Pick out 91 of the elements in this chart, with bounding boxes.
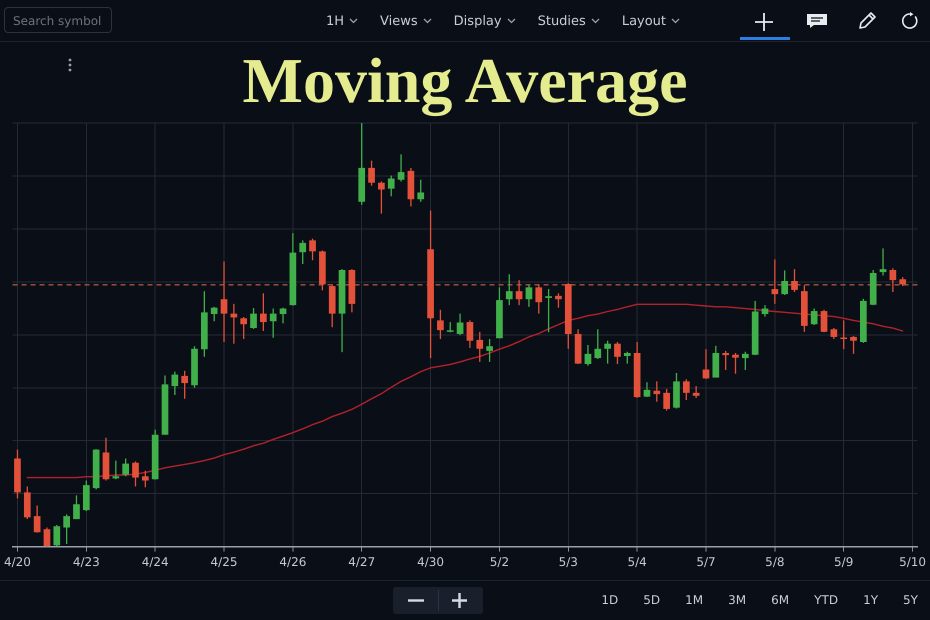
- candlestick: [624, 351, 631, 364]
- candlestick: [791, 268, 798, 293]
- candlestick: [368, 160, 375, 186]
- dropdown-menu: 1H: [326, 14, 358, 28]
- dropdown-menu: Studies: [538, 14, 600, 28]
- dropdown-menu: Layout: [622, 14, 680, 28]
- candlestick: [132, 460, 139, 488]
- candlestick: [299, 240, 306, 265]
- period-label: 1D: [601, 593, 618, 607]
- candlestick: [181, 370, 188, 400]
- candlestick: [732, 352, 739, 374]
- candlestick: [309, 238, 316, 261]
- candlestick: [526, 284, 532, 308]
- candlestick: [840, 320, 848, 350]
- x-tick-label: 4/23: [72, 554, 100, 569]
- candlestick: [142, 470, 149, 488]
- candlestick: [614, 341, 621, 365]
- candlestick: [44, 526, 50, 548]
- candlestick: [742, 351, 749, 371]
- period-label: 1M: [685, 593, 704, 607]
- candlestick: [810, 308, 818, 326]
- period-label: YTD: [814, 593, 838, 607]
- candlestick: [506, 274, 513, 306]
- candlestick: [378, 180, 385, 214]
- x-tick-label: 5/4: [627, 554, 647, 569]
- x-tick-label: 4/24: [142, 554, 169, 569]
- candlestick: [722, 350, 729, 371]
- period-label: 5D: [643, 593, 660, 607]
- candlestick: [280, 307, 286, 324]
- x-tick-label: 5/9: [834, 554, 854, 569]
- candlestick: [63, 514, 70, 545]
- period-label: 5Y: [903, 593, 918, 607]
- x-tick-label: 5/8: [765, 554, 784, 569]
- x-tick-label: 5/3: [558, 554, 578, 569]
- candlestick: [830, 327, 838, 340]
- candlestick: [476, 331, 484, 363]
- x-tick-label: 5/10: [899, 554, 926, 569]
- candlestick: [210, 306, 218, 322]
- candlestick: [34, 504, 40, 534]
- x-tick-label: 4/25: [210, 554, 238, 569]
- candlestick: [270, 308, 277, 338]
- candlestick: [771, 258, 778, 305]
- candlestick: [762, 304, 768, 318]
- candlestick: [112, 460, 120, 480]
- x-tick-label: 4/27: [348, 554, 376, 569]
- period-label: 1Y: [863, 593, 878, 607]
- candlestick: [663, 388, 670, 412]
- candlestick: [692, 385, 700, 399]
- candlestick: [516, 280, 522, 306]
- period-label: 3M: [728, 593, 746, 607]
- x-tick-label: 4/30: [417, 554, 444, 569]
- candlestick: [781, 270, 788, 296]
- candlestick: [220, 260, 228, 343]
- candlestick: [240, 316, 248, 340]
- x-tick-label: 5/2: [490, 554, 510, 569]
- candlestick: [171, 371, 178, 396]
- candlestick: [594, 328, 602, 360]
- candlestick: [584, 344, 592, 366]
- candlestick: [417, 179, 424, 202]
- candlestick: [466, 320, 474, 349]
- period-label: 6M: [771, 593, 790, 607]
- candlestick: [890, 268, 896, 293]
- candlestick: [388, 174, 395, 197]
- candlestick: [230, 303, 238, 344]
- x-tick-label: 4/20: [4, 554, 31, 569]
- candlestick: [555, 292, 562, 308]
- candlestick: [820, 309, 828, 333]
- candlestick: [260, 292, 267, 332]
- candlestick: [53, 524, 60, 547]
- candlestick: [398, 154, 404, 182]
- candlestick: [850, 335, 857, 355]
- x-tick-label: 4/26: [279, 554, 306, 569]
- candlestick: [535, 284, 542, 314]
- candlestick: [604, 340, 611, 364]
- dropdown-menu: Display: [454, 14, 516, 28]
- candlestick: [437, 309, 444, 340]
- chart-title: Moving Average: [242, 45, 688, 117]
- candlestick: [250, 307, 257, 330]
- candlestick: [122, 458, 129, 477]
- x-tick-label: 5/7: [696, 554, 716, 569]
- search-field: Search symbol: [4, 7, 112, 33]
- candlestick: [682, 378, 690, 401]
- candlestick: [446, 321, 454, 333]
- candlestick: [702, 348, 710, 380]
- dropdown-menu: Views: [380, 14, 432, 28]
- candlestick: [486, 338, 493, 363]
- candlestick: [653, 380, 660, 402]
- candlestick: [644, 382, 650, 398]
- candlestick: [880, 248, 886, 276]
- candlestick: [73, 494, 80, 520]
- candlestick: [456, 312, 464, 336]
